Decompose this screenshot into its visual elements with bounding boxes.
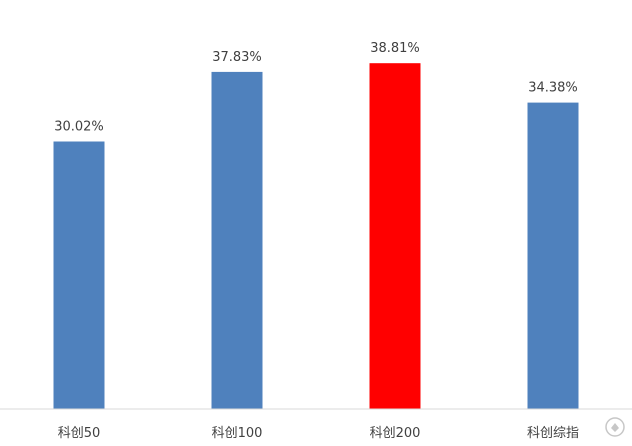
bar-3: [527, 102, 579, 409]
watermark: [604, 414, 626, 440]
x-tick-label-1: 科创100: [212, 426, 263, 441]
gelonghui-logo-icon: [604, 416, 626, 438]
x-tick-label-2: 科创200: [370, 426, 421, 441]
data-label-1: 37.83%: [212, 50, 262, 65]
data-label-0: 30.02%: [54, 120, 104, 135]
data-label-2: 38.81%: [370, 41, 420, 56]
bars-layer: [53, 63, 579, 410]
data-labels-layer: 30.02% 37.83% 38.81% 34.38%: [54, 41, 578, 134]
x-tick-label-3: 科创综指: [527, 426, 579, 441]
x-tick-labels-layer: 科创50 科创100 科创200 科创综指: [58, 426, 579, 441]
x-tick-label-0: 科创50: [58, 426, 101, 441]
data-label-3: 34.38%: [528, 81, 578, 96]
bar-1: [211, 71, 263, 410]
bar-0: [53, 141, 105, 409]
bar-2: [369, 63, 421, 409]
